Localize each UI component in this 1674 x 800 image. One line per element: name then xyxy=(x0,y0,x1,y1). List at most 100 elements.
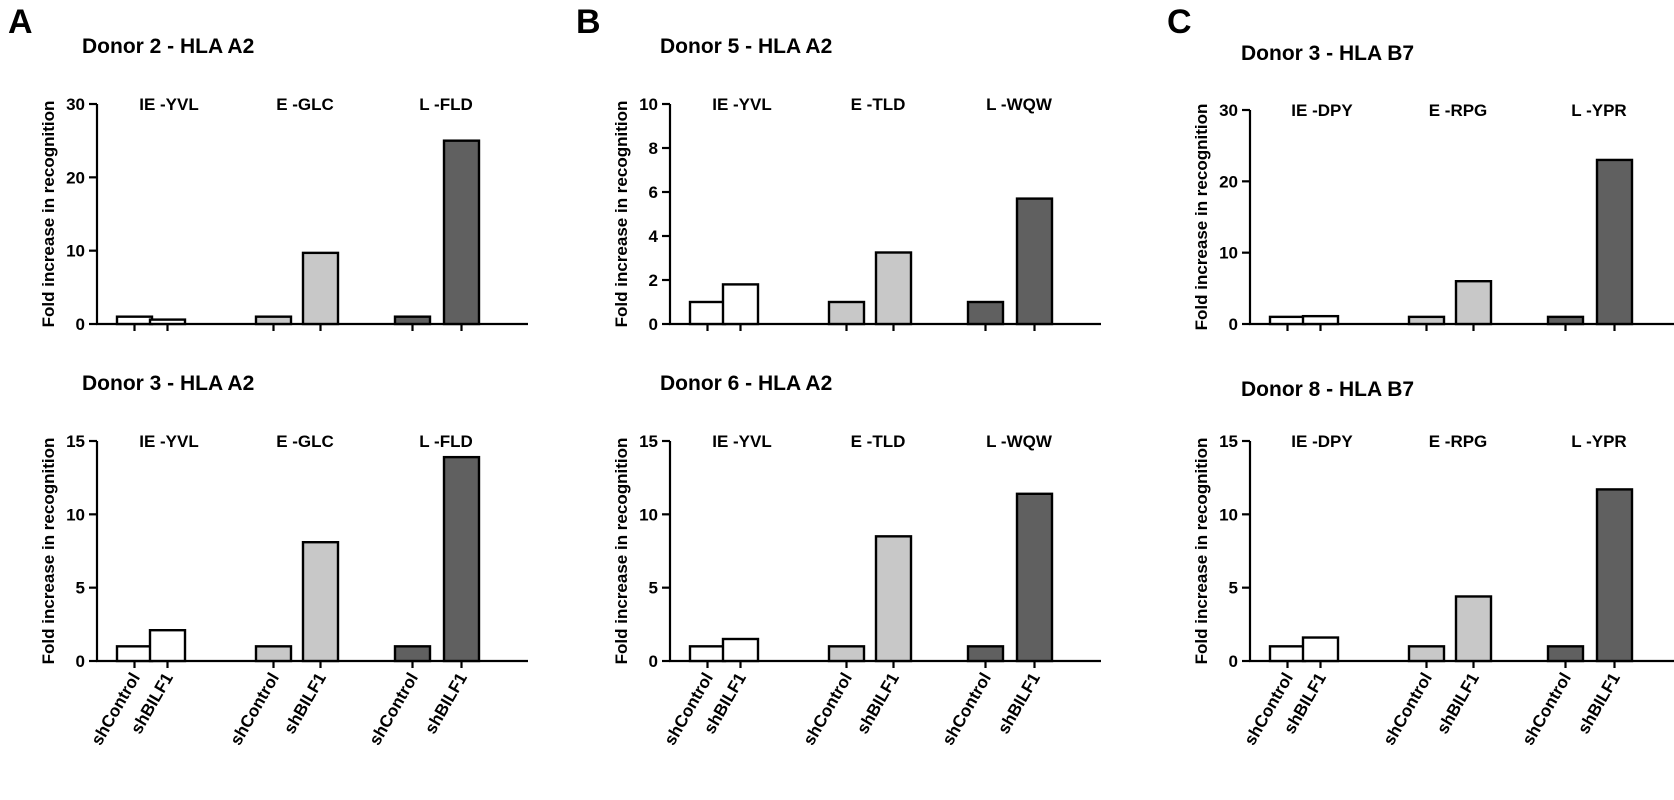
group-label: E -TLD xyxy=(851,432,906,451)
chart-title: Donor 5 - HLA A2 xyxy=(660,35,832,58)
x-category-label: shBILF1 xyxy=(1574,670,1624,738)
chart-4: Donor 6 - HLA A2 Fold increase in recogni… xyxy=(612,372,1101,749)
bar-e-glc-shbilf1 xyxy=(301,541,340,663)
y-axis-label: Fold increase in recognition xyxy=(612,101,631,328)
bar-e-glc-shbilf1 xyxy=(301,251,340,326)
y-tick-label: 0 xyxy=(649,315,658,334)
x-category-label: shControl xyxy=(799,670,856,749)
y-axis-label: Fold increase in recognition xyxy=(1192,104,1211,331)
chart-title: Donor 2 - HLA A2 xyxy=(82,35,254,58)
bar-ie-yvl-shcontrol xyxy=(688,645,727,663)
y-tick-label: 10 xyxy=(639,95,658,114)
chart-1: Donor 2 - HLA A2 Fold increase in recogni… xyxy=(39,35,528,334)
group-label: IE -DPY xyxy=(1291,101,1353,120)
y-tick-label: 4 xyxy=(649,227,659,246)
y-axis-label: Fold increase in recognition xyxy=(1192,438,1211,665)
bar-l-wqw-shbilf1 xyxy=(1015,197,1054,326)
bar-l-fld-shbilf1 xyxy=(442,455,481,663)
group-label: E -TLD xyxy=(851,95,906,114)
chart-3: Donor 5 - HLA A2 Fold increase in recogni… xyxy=(612,35,1101,334)
chart-6: Donor 8 - HLA B7 Fold increase in recogni… xyxy=(1192,378,1674,749)
y-tick-label: 10 xyxy=(1219,505,1238,524)
y-tick-label: 5 xyxy=(76,579,85,598)
bar-ie-dpy-shbilf1 xyxy=(1301,314,1340,326)
bar-l-ypr-shcontrol xyxy=(1546,645,1585,663)
y-tick-label: 0 xyxy=(649,652,658,671)
y-tick-label: 30 xyxy=(66,95,85,114)
x-category-label: shControl xyxy=(1518,670,1575,749)
bar-l-wqw-shcontrol xyxy=(966,300,1005,326)
group-label: L -YPR xyxy=(1571,432,1626,451)
group-label: E -RPG xyxy=(1429,432,1488,451)
panel-letter-c: C xyxy=(1167,3,1192,41)
y-tick-label: 10 xyxy=(66,505,85,524)
bar-ie-dpy-shcontrol xyxy=(1268,645,1307,663)
y-tick-label: 10 xyxy=(1219,244,1238,263)
bar-ie-yvl-shcontrol xyxy=(688,300,727,326)
bar-e-rpg-shcontrol xyxy=(1407,315,1446,326)
bar-ie-yvl-shbilf1 xyxy=(721,283,760,326)
x-category-label: shControl xyxy=(660,670,717,749)
x-category-label: shBILF1 xyxy=(421,670,471,738)
y-tick-label: 20 xyxy=(66,168,85,187)
group-label: L -YPR xyxy=(1571,101,1626,120)
x-category-label: shControl xyxy=(1240,670,1297,749)
bar-e-rpg-shbilf1 xyxy=(1454,595,1493,663)
bar-e-tld-shbilf1 xyxy=(874,251,913,326)
y-tick-label: 10 xyxy=(66,242,85,261)
bar-l-wqw-shbilf1 xyxy=(1015,492,1054,663)
y-tick-label: 5 xyxy=(649,579,658,598)
group-label: E -GLC xyxy=(276,432,334,451)
y-tick-label: 0 xyxy=(76,652,85,671)
y-axis-label: Fold increase in recognition xyxy=(612,438,631,665)
x-category-label: shControl xyxy=(938,670,995,749)
y-tick-label: 0 xyxy=(1229,315,1238,334)
bar-ie-yvl-shbilf1 xyxy=(148,629,187,663)
y-tick-label: 8 xyxy=(649,139,658,158)
y-tick-label: 15 xyxy=(1219,432,1238,451)
chart-title: Donor 3 - HLA A2 xyxy=(82,372,254,395)
x-category-label: shControl xyxy=(1379,670,1436,749)
chart-title: Donor 3 - HLA B7 xyxy=(1241,42,1414,65)
panel-letter-a: A xyxy=(8,3,33,41)
x-category-label: shBILF1 xyxy=(994,670,1044,738)
group-label: E -GLC xyxy=(276,95,334,114)
y-axis-label: Fold increase in recognition xyxy=(39,438,58,665)
y-tick-label: 20 xyxy=(1219,172,1238,191)
y-tick-label: 30 xyxy=(1219,101,1238,120)
bar-e-glc-shcontrol xyxy=(254,645,293,663)
x-category-label: shBILF1 xyxy=(853,670,903,738)
bar-e-tld-shcontrol xyxy=(827,300,866,326)
x-category-label: shBILF1 xyxy=(280,670,330,738)
bar-l-fld-shcontrol xyxy=(393,645,432,663)
y-tick-label: 5 xyxy=(1229,579,1238,598)
x-category-label: shControl xyxy=(87,670,144,749)
bar-ie-yvl-shbilf1 xyxy=(721,637,760,663)
bar-ie-yvl-shcontrol xyxy=(115,645,154,663)
group-label: IE -DPY xyxy=(1291,432,1353,451)
bar-e-glc-shcontrol xyxy=(254,315,293,326)
group-label: IE -YVL xyxy=(712,432,772,451)
group-label: IE -YVL xyxy=(712,95,772,114)
bar-l-ypr-shcontrol xyxy=(1546,315,1585,326)
bar-l-fld-shbilf1 xyxy=(442,139,481,326)
group-label: L -WQW xyxy=(986,95,1053,114)
bar-ie-yvl-shbilf1 xyxy=(148,318,187,326)
group-label: L -WQW xyxy=(986,432,1053,451)
bar-e-rpg-shcontrol xyxy=(1407,645,1446,663)
y-tick-label: 10 xyxy=(639,505,658,524)
y-tick-label: 15 xyxy=(639,432,658,451)
y-tick-label: 0 xyxy=(1229,652,1238,671)
bar-e-tld-shcontrol xyxy=(827,645,866,663)
y-axis-label: Fold increase in recognition xyxy=(39,101,58,328)
group-label: L -FLD xyxy=(419,95,473,114)
bar-ie-yvl-shcontrol xyxy=(115,315,154,326)
group-label: IE -YVL xyxy=(139,432,199,451)
x-category-label: shBILF1 xyxy=(1433,670,1483,738)
group-label: L -FLD xyxy=(419,432,473,451)
y-tick-label: 6 xyxy=(649,183,658,202)
chart-2: Donor 3 - HLA A2 Fold increase in recogni… xyxy=(39,372,528,749)
y-tick-label: 2 xyxy=(649,271,658,290)
group-label: IE -YVL xyxy=(139,95,199,114)
